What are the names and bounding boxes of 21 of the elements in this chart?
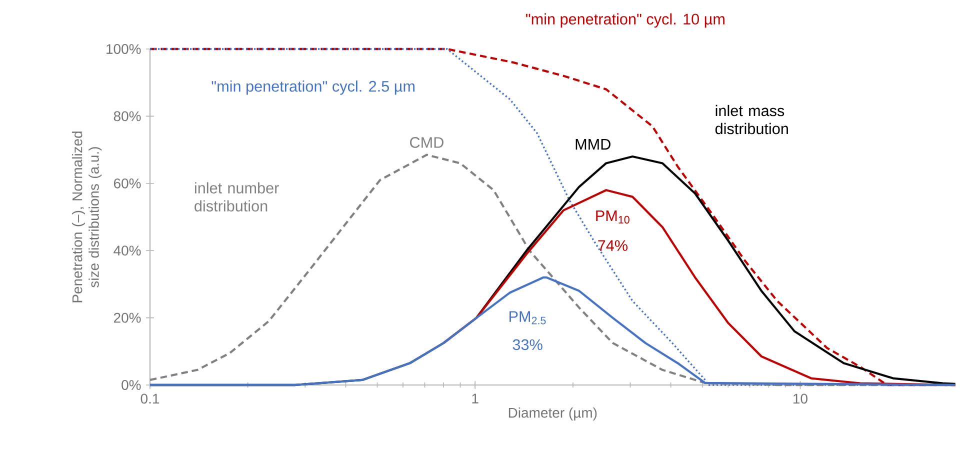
x-tick-label: 10 <box>793 394 808 404</box>
y-tick-label: 40% <box>114 246 141 256</box>
text: inlet mass distribution <box>715 104 788 134</box>
text: "min penetration" cycl. 2.5 µm <box>212 80 414 95</box>
y-tick-label: 0% <box>122 380 141 390</box>
series-label: PM$_{2.5}$ <box>510 311 546 324</box>
y-tick-label: 60% <box>114 178 141 188</box>
y-tick-label: 100% <box>106 44 141 54</box>
annotation: 33% <box>512 339 542 350</box>
text: "min penetration" cycl. 10 µm <box>526 13 724 28</box>
x-axis-title: Diameter (µm) <box>508 407 597 420</box>
y-axis-title: Penetration (–), Normalized size distributions (a.u.) <box>72 132 102 302</box>
annotation: MMD <box>576 139 610 150</box>
y-tick-label: 20% <box>114 312 141 323</box>
x-tick-label: 0.1 <box>140 394 160 404</box>
annotation: CMD <box>410 137 444 148</box>
series-label: PM$_{10}$ <box>596 210 630 224</box>
annotation: 74% <box>598 240 628 251</box>
y-tick-label: 80% <box>114 111 141 122</box>
x-tick-label: 1 <box>472 394 478 404</box>
text: inlet number distribution <box>194 182 279 212</box>
